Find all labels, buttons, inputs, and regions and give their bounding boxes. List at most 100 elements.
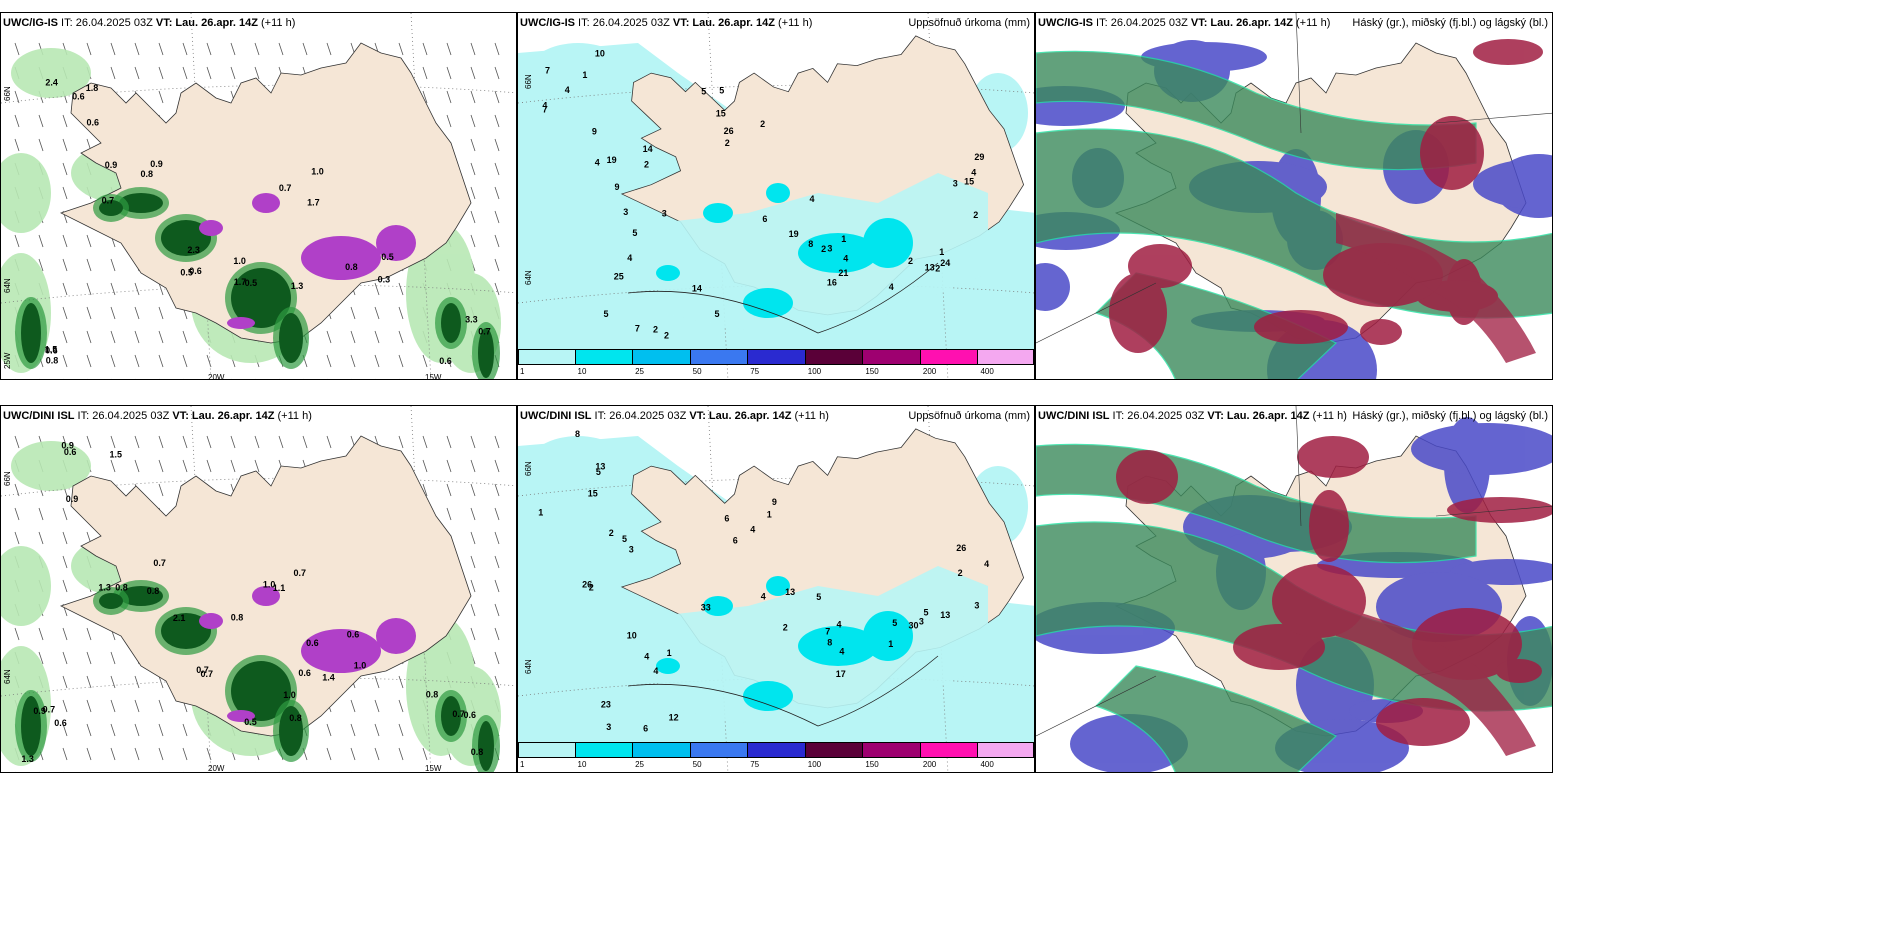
colorbar-swatch <box>518 742 576 758</box>
lon-label-15w: 15W <box>425 373 442 380</box>
precip-value-label: 3 <box>974 601 979 611</box>
snow-value-label: 1.0 <box>263 579 276 589</box>
lat-label-64n: 64N <box>524 659 533 674</box>
colorbar-tick-label: 75 <box>750 760 760 769</box>
precip-value-label: 3 <box>606 722 611 732</box>
precip-value-label: 4 <box>644 651 649 661</box>
colorbar-tick-label: 100 <box>807 760 822 769</box>
snow-value-label: 1.3 <box>21 754 34 764</box>
precip-title: Uppsöfnuð úrkoma (mm) <box>908 17 1030 29</box>
colorbar-swatch <box>805 349 864 365</box>
snow-value-label: 0.5 <box>180 267 193 277</box>
snow-value-label: 0.6 <box>64 447 77 457</box>
precip-title: Uppsöfnuð úrkoma (mm) <box>908 410 1030 422</box>
snow-wind-map-panel-bottom: UWC/DINI ISL IT: 26.04.2025 03Z VT: Lau.… <box>0 405 517 773</box>
colorbar-tick-label: 400 <box>980 760 994 769</box>
precip-value-label: 13 <box>925 263 935 273</box>
snow-value-label: 0.7 <box>478 327 491 337</box>
precip-value-label: 4 <box>627 253 632 263</box>
colorbar-tick-label: 10 <box>577 367 587 376</box>
precip-value-label: 24 <box>940 258 950 268</box>
precip-value-label: 9 <box>592 126 597 136</box>
precip-value-label: 7 <box>545 66 550 76</box>
precip-value-label: 5 <box>632 228 637 238</box>
lat-label-64n: 64N <box>3 278 12 293</box>
coast-contour <box>627 655 939 727</box>
snow-value-label: 0.6 <box>439 356 452 366</box>
precip-value-label: 3 <box>827 244 832 254</box>
precip-value-label: 10 <box>595 49 605 59</box>
precip-value-label: 2 <box>760 119 765 129</box>
precip-value-label: 5 <box>596 467 601 477</box>
precip-value-label: 23 <box>601 700 611 710</box>
snow-value-label: 0.8 <box>426 690 439 700</box>
precip-value-label: 10 <box>627 630 637 640</box>
colorbar-swatch <box>518 349 576 365</box>
precip-value-label: 15 <box>588 488 598 498</box>
precip-value-label: 13 <box>785 587 795 597</box>
snow-value-label: 0.8 <box>289 713 302 723</box>
precip-value-label: 19 <box>789 229 799 239</box>
precip-value-label: 1 <box>767 509 772 519</box>
colorbar-tick-label: 25 <box>635 367 645 376</box>
precip-value-label: 33 <box>701 603 711 613</box>
panel-header: UWC/DINI ISL IT: 26.04.2025 03Z VT: Lau.… <box>3 410 312 422</box>
snow-value-label: 0.7 <box>153 558 166 568</box>
precip-value-label: 4 <box>839 647 844 657</box>
colorbar-swatch <box>748 349 806 365</box>
heavy-snow-areas <box>199 193 416 329</box>
precip-value-label: 1 <box>667 648 672 658</box>
snow-value-label: 0.6 <box>464 710 477 720</box>
snow-value-label: 0.6 <box>72 92 85 102</box>
lon-label-20w: 20W <box>208 764 225 773</box>
coast-contour <box>627 262 939 334</box>
cloud-map <box>1036 13 1552 379</box>
precip-value-label: 17 <box>836 669 846 679</box>
snow-value-label: 1.5 <box>45 344 58 354</box>
precip-value-label: 7 <box>543 104 548 114</box>
panel-header: UWC/IG-IS IT: 26.04.2025 03Z VT: Lau. 26… <box>1038 17 1331 29</box>
snow-value-label: 0.8 <box>115 582 128 592</box>
snow-value-label: 0.5 <box>245 278 258 288</box>
lat-label-66n: 66N <box>3 86 12 101</box>
precip-value-label: 9 <box>772 497 777 507</box>
precip-value-label: 8 <box>827 637 832 647</box>
mid-cloud-areas <box>1109 39 1543 363</box>
colorbar-tick-label: 1 <box>520 760 525 769</box>
colorbar-swatch <box>633 349 691 365</box>
precip-colorbar: 1 10 25 50 75 100 150 200 400 <box>518 742 1034 772</box>
precip-value-label: 8 <box>808 239 813 249</box>
snow-value-label: 0.9 <box>105 160 118 170</box>
panel-header: UWC/DINI ISL IT: 26.04.2025 03Z VT: Lau.… <box>1038 410 1347 422</box>
colorbar-tick-label: 200 <box>922 367 937 376</box>
snow-value-label: 2.1 <box>173 613 186 623</box>
snow-value-label: 0.7 <box>196 665 209 675</box>
snow-wind-map-panel-top: UWC/IG-IS IT: 26.04.2025 03Z VT: Lau. 26… <box>0 12 517 380</box>
precip-map-panel-bottom: UWC/DINI ISL IT: 26.04.2025 03Z VT: Lau.… <box>517 405 1035 773</box>
precip-value-label: 13 <box>595 461 605 471</box>
colorbar-swatch <box>863 349 921 365</box>
precip-value-label: 1 <box>939 247 944 257</box>
heavy-snow-areas <box>199 586 416 722</box>
lat-label-64n: 64N <box>3 669 12 684</box>
snow-value-label: 1.7 <box>234 277 247 287</box>
precip-value-label: 1 <box>538 508 543 518</box>
precip-value-label: 5 <box>816 592 821 602</box>
lat-label-66n: 66N <box>524 74 533 89</box>
panel-header: UWC/IG-IS IT: 26.04.2025 03Z VT: Lau. 26… <box>520 17 813 29</box>
precip-map: 5544211323124687541213310913173026231526… <box>518 406 1034 772</box>
precip-value-label: 1 <box>888 639 893 649</box>
colorbar-swatch <box>690 742 749 758</box>
lat-label-64n: 64N <box>524 270 533 285</box>
precip-value-label: 26 <box>582 580 592 590</box>
precip-value-label: 5 <box>892 618 897 628</box>
colorbar-swatch <box>748 742 806 758</box>
cloud-title: Háský (gr.), miðský (fj.bl.) og lágský (… <box>1352 410 1548 422</box>
snow-value-label: 0.8 <box>231 613 244 623</box>
precip-value-label: 5 <box>604 309 609 319</box>
colorbar-tick-label: 75 <box>750 367 760 376</box>
precip-value-label: 12 <box>669 713 679 723</box>
mid-cloud-areas <box>1116 436 1552 756</box>
snow-value-label: 0.9 <box>66 494 79 504</box>
